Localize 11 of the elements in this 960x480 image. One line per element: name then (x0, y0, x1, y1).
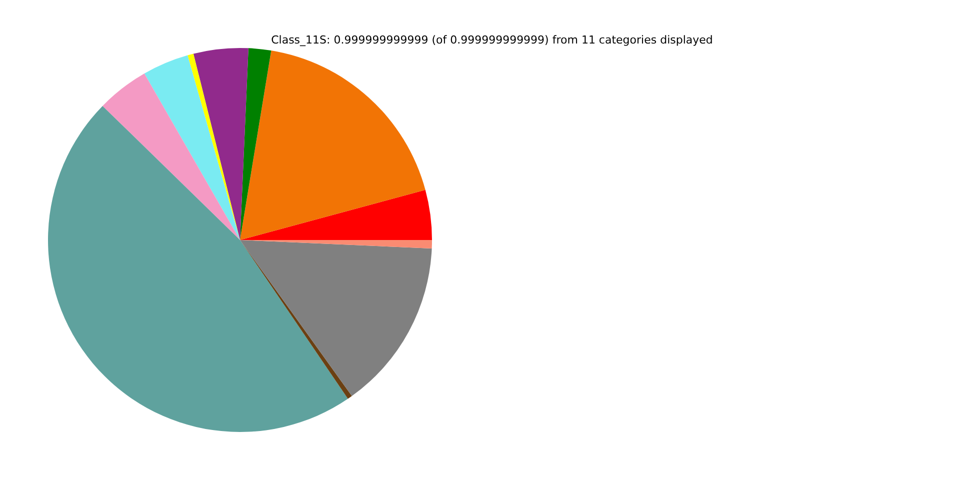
pie-slice (193, 48, 248, 240)
pie-slice (144, 55, 240, 240)
pie-slice (240, 190, 432, 240)
pie-slice (240, 240, 432, 396)
text: Class_11S: 0.999999999999 (of 0.999999999999) from 11 categories displayed (271, 34, 713, 47)
pie-slice (240, 48, 272, 240)
pie-slice (240, 240, 352, 399)
pie-slice (188, 54, 240, 240)
pie-slice (240, 50, 426, 240)
pie-slice (102, 74, 240, 240)
pie-slice (48, 106, 348, 432)
